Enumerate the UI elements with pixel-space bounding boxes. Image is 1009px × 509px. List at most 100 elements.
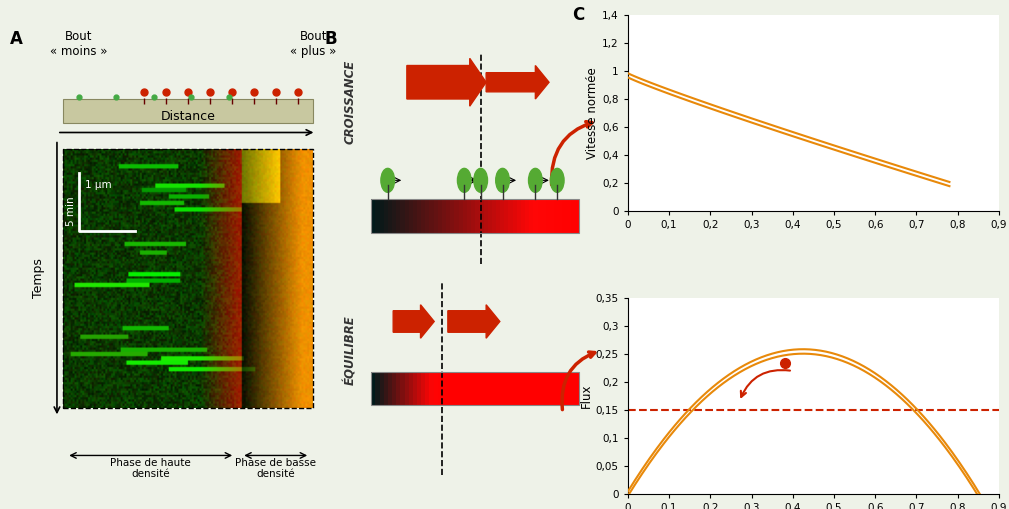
Bar <box>371 372 579 405</box>
Bar <box>458 372 463 405</box>
Bar <box>504 372 509 405</box>
Bar <box>562 372 567 405</box>
Bar <box>430 200 434 233</box>
Text: Phase de basse
densité: Phase de basse densité <box>235 458 316 479</box>
Bar <box>371 372 375 405</box>
Bar <box>393 200 397 233</box>
Circle shape <box>529 168 542 192</box>
Bar <box>542 372 546 405</box>
Bar <box>496 200 500 233</box>
Bar <box>500 200 504 233</box>
Bar <box>567 372 571 405</box>
Bar <box>525 200 530 233</box>
Bar <box>421 372 426 405</box>
Bar <box>521 372 525 405</box>
Bar <box>546 372 550 405</box>
Bar <box>463 200 467 233</box>
Bar <box>509 200 513 233</box>
Bar <box>534 200 538 233</box>
Bar <box>504 200 509 233</box>
Bar <box>554 200 558 233</box>
Y-axis label: Vitesse normée: Vitesse normée <box>586 67 599 159</box>
Bar <box>546 200 550 233</box>
Bar <box>458 200 463 233</box>
Bar <box>450 200 454 233</box>
Bar <box>550 200 554 233</box>
Bar <box>446 372 450 405</box>
Text: Bout
« moins »: Bout « moins » <box>50 30 108 58</box>
Bar <box>64 99 313 123</box>
Bar <box>379 200 383 233</box>
Bar <box>483 372 487 405</box>
Bar <box>567 200 571 233</box>
Bar <box>387 372 393 405</box>
Circle shape <box>457 168 471 192</box>
Text: Distance: Distance <box>160 110 216 123</box>
Bar <box>550 372 554 405</box>
Text: Phase de haute
densité: Phase de haute densité <box>110 458 191 479</box>
Bar <box>538 200 542 233</box>
Bar <box>554 372 558 405</box>
Bar <box>517 372 521 405</box>
Bar <box>401 372 405 405</box>
Bar <box>471 200 475 233</box>
FancyArrow shape <box>394 305 434 338</box>
Bar <box>475 372 479 405</box>
Bar <box>479 200 483 233</box>
Bar <box>421 200 426 233</box>
Bar <box>575 372 579 405</box>
Bar <box>500 372 504 405</box>
Bar <box>438 372 442 405</box>
Bar <box>571 372 575 405</box>
Text: CROISSANCE: CROISSANCE <box>344 59 357 144</box>
Circle shape <box>474 168 487 192</box>
Bar <box>409 372 413 405</box>
Bar <box>530 372 534 405</box>
Circle shape <box>380 168 395 192</box>
Bar <box>413 200 417 233</box>
Bar <box>487 200 491 233</box>
Bar <box>496 372 500 405</box>
Bar <box>513 372 517 405</box>
Bar <box>442 200 446 233</box>
Bar <box>450 372 454 405</box>
Bar <box>454 372 458 405</box>
Text: 1 μm: 1 μm <box>85 180 112 190</box>
Bar <box>430 372 434 405</box>
Bar <box>409 200 413 233</box>
Bar <box>426 372 430 405</box>
Bar <box>442 372 446 405</box>
Circle shape <box>550 168 564 192</box>
Text: ÉQUILIBRE: ÉQUILIBRE <box>344 315 357 385</box>
FancyArrow shape <box>448 305 499 338</box>
Bar <box>375 200 379 233</box>
Text: A: A <box>10 30 23 48</box>
Bar <box>434 372 438 405</box>
Bar <box>558 200 562 233</box>
Bar <box>397 200 401 233</box>
Bar <box>491 200 496 233</box>
Bar <box>509 372 513 405</box>
Bar <box>383 372 387 405</box>
Text: C: C <box>572 6 584 23</box>
Bar <box>413 372 417 405</box>
Circle shape <box>495 168 510 192</box>
Text: Temps: Temps <box>31 259 44 298</box>
Text: 5 min: 5 min <box>66 196 76 227</box>
Bar <box>405 372 409 405</box>
Bar <box>575 200 579 233</box>
Bar <box>525 372 530 405</box>
FancyArrow shape <box>407 59 486 106</box>
Text: B: B <box>325 30 337 48</box>
Bar <box>375 372 379 405</box>
Bar <box>426 200 430 233</box>
Bar <box>491 372 496 405</box>
Bar <box>483 200 487 233</box>
Bar <box>534 372 538 405</box>
Bar <box>454 200 458 233</box>
Bar <box>571 200 575 233</box>
Bar <box>521 200 525 233</box>
Bar <box>371 200 579 233</box>
Bar <box>417 200 421 233</box>
Text: Bout
« plus »: Bout « plus » <box>290 30 336 58</box>
